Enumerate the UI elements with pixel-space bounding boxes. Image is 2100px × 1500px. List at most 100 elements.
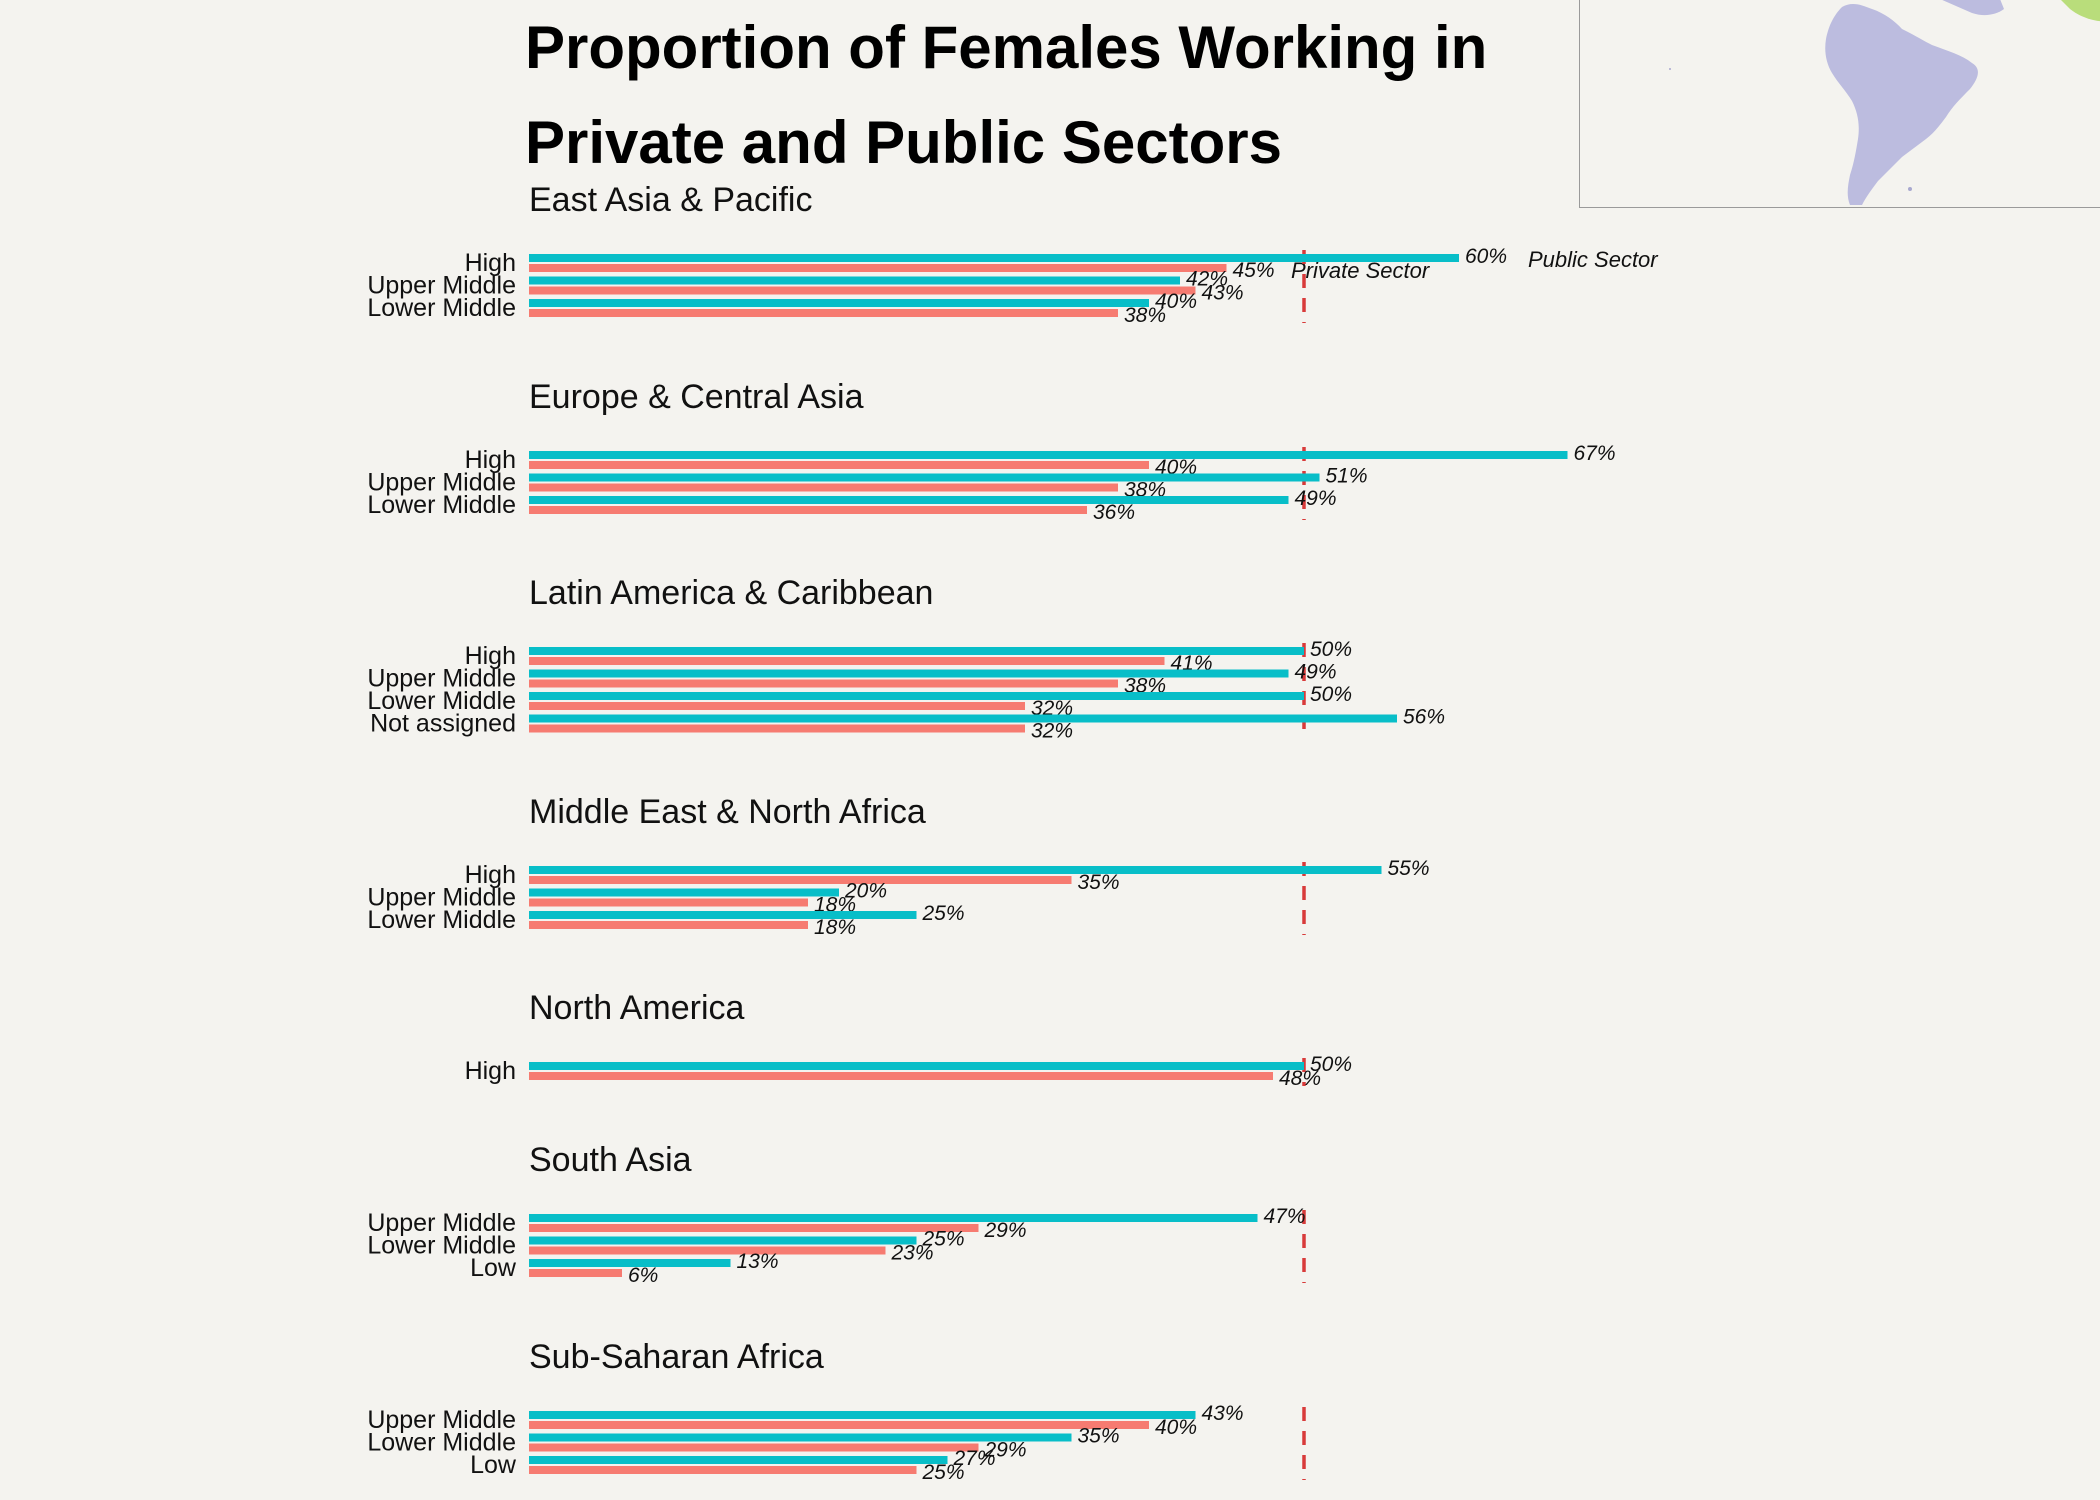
row-label: Upper Middle (367, 1209, 516, 1237)
panel-title: East Asia & Pacific (529, 181, 812, 219)
row-label: High (465, 861, 516, 889)
south-america-shape (1825, 3, 1978, 206)
bar-public (529, 647, 1304, 655)
bar-private (529, 898, 808, 907)
bar-public (529, 669, 1289, 678)
bar-private (529, 657, 1165, 665)
bar-public (529, 866, 1382, 874)
data-label-private: 38% (1124, 479, 1166, 502)
bar-public (529, 496, 1289, 504)
bar-private (529, 309, 1118, 317)
row-label: High (465, 249, 516, 277)
data-label-private: 40% (1155, 456, 1197, 479)
data-label-private: 18% (814, 894, 856, 917)
panel-title: Sub-Saharan Africa (529, 1338, 824, 1376)
panel-title: South Asia (529, 1141, 692, 1179)
bar-private (529, 1224, 979, 1232)
bar-public (529, 1456, 948, 1464)
data-label-private: 32% (1031, 697, 1073, 720)
row-label: Not assigned (370, 710, 516, 738)
data-label-private: 36% (1093, 501, 1135, 524)
row-label: Lower Middle (367, 1232, 516, 1260)
data-label-public: 35% (1078, 1425, 1120, 1448)
data-label-public: 49% (1295, 487, 1337, 510)
data-label-private: 38% (1124, 675, 1166, 698)
row-label: Low (470, 1254, 517, 1282)
data-label-public: 43% (1202, 1402, 1244, 1425)
panel-title: Latin America & Caribbean (529, 574, 933, 612)
panel-title: Middle East & North Africa (529, 793, 926, 831)
row-label: High (465, 446, 516, 474)
data-label-public: 56% (1403, 706, 1445, 729)
bar-public (529, 473, 1320, 482)
bar-private (529, 1421, 1149, 1429)
data-label-public: 25% (922, 902, 965, 925)
row-label: Lower Middle (367, 294, 516, 322)
bar-private (529, 286, 1196, 295)
neighbor-region-shape (2061, 0, 2100, 22)
bar-private (529, 1072, 1273, 1080)
data-label-public: 49% (1295, 661, 1337, 684)
map-dot (1908, 187, 1912, 191)
row-label: Upper Middle (367, 1406, 516, 1434)
row-label: High (465, 642, 516, 670)
data-label-public: 13% (737, 1250, 779, 1273)
panel-title: Europe & Central Asia (529, 378, 864, 416)
bar-public (529, 254, 1459, 262)
bar-public (529, 1411, 1196, 1419)
bar-public (529, 1214, 1258, 1222)
bar-public (529, 888, 839, 897)
bar-public (529, 1236, 917, 1245)
data-label-public: 60% (1465, 245, 1507, 268)
row-label: Lower Middle (367, 491, 516, 519)
bar-private (529, 1443, 979, 1452)
data-label-private: 41% (1171, 652, 1213, 675)
data-label-public: 50% (1310, 683, 1352, 706)
bar-public (529, 1433, 1072, 1442)
bar-public (529, 911, 917, 919)
data-label-private: 35% (1078, 871, 1120, 894)
map-dot (1669, 68, 1671, 70)
bar-public (529, 692, 1304, 700)
bar-private (529, 264, 1227, 272)
bar-public (529, 276, 1180, 285)
bar-private (529, 1466, 917, 1474)
legend-label-public: Public Sector (1528, 247, 1659, 272)
data-label-private: 45% (1233, 259, 1275, 282)
data-label-public: 50% (1310, 1053, 1352, 1076)
bar-private (529, 702, 1025, 710)
data-label-private: 25% (922, 1461, 965, 1484)
row-label: Low (470, 1451, 517, 1479)
data-label-public: 20% (844, 880, 887, 903)
bar-private (529, 483, 1118, 492)
bar-private (529, 1269, 622, 1277)
data-label-private: 29% (984, 1219, 1027, 1242)
data-label-private: 32% (1031, 720, 1073, 743)
data-label-public: 50% (1310, 638, 1352, 661)
bar-private (529, 461, 1149, 469)
legend-label-private: Private Sector (1291, 258, 1431, 283)
bar-public (529, 451, 1568, 459)
data-label-public: 25% (922, 1228, 965, 1251)
bar-public (529, 1062, 1304, 1070)
data-label-private: 23% (891, 1242, 934, 1265)
data-label-public: 51% (1326, 465, 1368, 488)
data-label-public: 42% (1186, 268, 1228, 291)
data-label-public: 40% (1155, 290, 1197, 313)
row-label: Upper Middle (367, 665, 516, 693)
data-label-public: 55% (1388, 857, 1430, 880)
row-label: Lower Middle (367, 687, 516, 715)
bar-private (529, 506, 1087, 514)
row-label: Upper Middle (367, 272, 516, 300)
data-label-private: 43% (1202, 282, 1244, 305)
row-label: Upper Middle (367, 469, 516, 497)
bar-public (529, 299, 1149, 307)
bar-private (529, 679, 1118, 688)
bar-private (529, 724, 1025, 733)
row-label: Lower Middle (367, 906, 516, 934)
data-label-private: 29% (984, 1439, 1027, 1462)
data-label-private: 48% (1279, 1067, 1321, 1090)
data-label-private: 6% (628, 1264, 658, 1287)
bar-public (529, 714, 1397, 723)
